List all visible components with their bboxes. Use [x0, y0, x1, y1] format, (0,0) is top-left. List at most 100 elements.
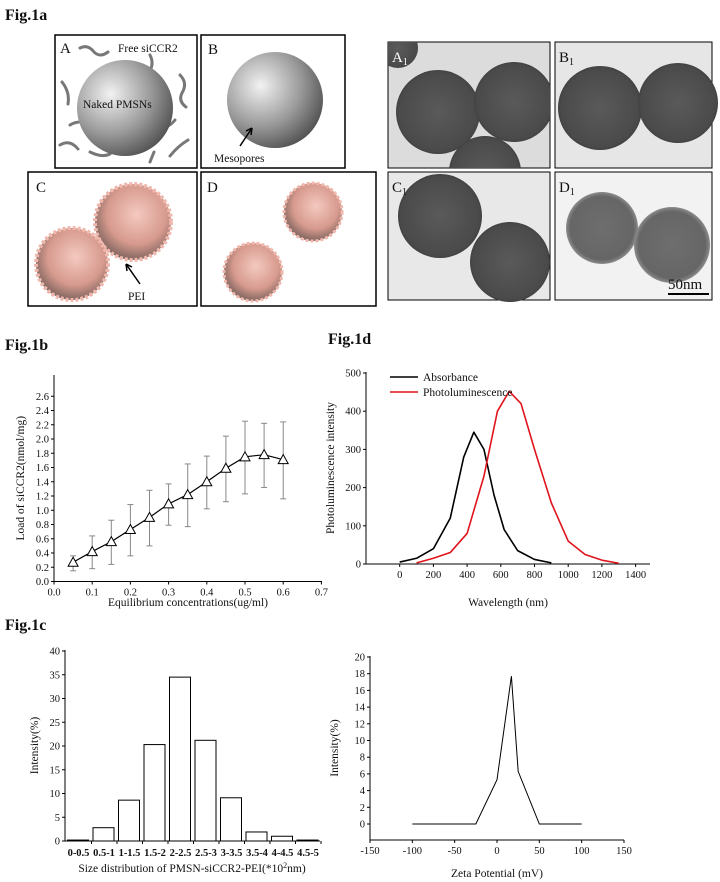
- data-point-triangle: [239, 450, 251, 462]
- fig1d-title: Fig.1d: [328, 331, 371, 348]
- fig1c-size-chart: 0 5 10 15 20 25 30 35 40 Intensity(%) 0-0.5 0.5-1 1-…: [29, 647, 322, 875]
- category-label: 1-1.5: [119, 848, 141, 859]
- x-tick-label: 1400: [625, 570, 646, 581]
- panel-label-b: B: [208, 42, 218, 58]
- y-tick-label: 0: [356, 560, 361, 571]
- y-tick-label: 40: [50, 647, 61, 658]
- histogram-bar: [296, 839, 319, 842]
- y-tick-label: 1.4: [36, 477, 50, 488]
- legend-label: Photoluminescence: [423, 387, 512, 399]
- fig1a-title: Fig.1a: [5, 7, 47, 24]
- category-label: 3.5-4: [246, 848, 269, 859]
- pei-coated-particle: [93, 182, 173, 262]
- histogram-bar: [67, 839, 89, 842]
- data-point-triangle: [181, 488, 194, 500]
- x-tick-label: -50: [448, 846, 462, 857]
- charts: 0.0 0.2 0.4 0.6 0.8 1.0 1.2 1.4 1.6 1.8 2.0 2.2 2.4 2…: [15, 369, 650, 881]
- y-tick-label: 25: [50, 718, 61, 729]
- y-tick-label: 4: [360, 786, 366, 797]
- tem-panel-a1: A1: [387, 41, 551, 169]
- data-point-triangle: [143, 511, 156, 522]
- legend-label: Absorbance: [423, 372, 478, 384]
- y-tick-label: 0.6: [36, 534, 49, 545]
- data-point-triangle: [220, 462, 232, 473]
- x-tick-label: 0.5: [238, 588, 251, 599]
- y-tick-label: 5: [55, 813, 60, 824]
- y-tick-label: 0.2: [36, 563, 49, 574]
- y-tick-label: 2.6: [36, 392, 49, 403]
- x-tick-label: 100: [574, 846, 590, 857]
- x-tick-label: 0.0: [47, 588, 60, 599]
- schematic-panel-c: C PEI: [27, 171, 198, 307]
- x-tick-label: 50: [534, 846, 545, 857]
- y-tick-label: 1.0: [36, 506, 49, 517]
- y-tick-label: 2.2: [36, 420, 49, 431]
- category-label: 2.5-3: [195, 848, 217, 859]
- pei-coated-particle: [222, 241, 284, 303]
- fig1b-chart: 0.0 0.2 0.4 0.6 0.8 1.0 1.2 1.4 1.6 1.8 2.0 2.2 2.4 2…: [15, 375, 328, 609]
- y-axis-label: Photoluminescence intensity: [325, 402, 337, 534]
- fig1c-title: Fig.1c: [5, 617, 46, 634]
- y-tick-label: 1.8: [36, 449, 49, 460]
- naked-pmsn-sphere: [77, 60, 173, 156]
- fig1d-chart: 0 100 200 300 400 500 0 200 400 600 800 1000 1200 140…: [325, 369, 650, 609]
- naked-pmsn-label: Naked PMSNs: [83, 99, 152, 111]
- tem-label-d1: D1: [559, 180, 575, 198]
- histogram-bar: [194, 739, 217, 842]
- data-point-triangle: [105, 535, 118, 547]
- fig1b-title: Fig.1b: [5, 337, 48, 354]
- data-point-triangle: [258, 448, 270, 460]
- x-tick-label: 200: [426, 570, 442, 581]
- tem-label-c1: C1: [392, 180, 407, 198]
- category-label: 4-4.5: [272, 848, 294, 859]
- x-axis-label: Wavelength (nm): [468, 597, 548, 609]
- x-tick-label: 600: [493, 570, 509, 581]
- category-label: 4.5-5: [297, 848, 319, 859]
- y-axis-label: Intensity(%): [329, 719, 341, 777]
- y-tick-label: 10: [355, 736, 366, 747]
- x-axis-label-sup: 2: [283, 861, 287, 870]
- schematic-panel-b: B Mesopores: [200, 34, 346, 169]
- y-tick-label: 0.0: [36, 577, 49, 588]
- y-tick-label: 0: [55, 837, 60, 848]
- x-axis-label-end: nm): [287, 863, 306, 875]
- tem-panel-c1: C1: [387, 171, 551, 302]
- category-label: 0-0.5: [68, 848, 90, 859]
- y-tick-label: 30: [50, 694, 61, 705]
- x-axis-label: Zeta Potential (mV): [451, 868, 543, 880]
- scale-bar-label: 50nm: [668, 277, 703, 293]
- histogram-bar: [118, 799, 140, 842]
- y-axis-label: Intensity(%): [29, 717, 41, 775]
- tem-panel-d1: D1 50nm: [554, 171, 713, 301]
- x-axis-label: Size distribution of PMSN-siCCR2-PEI(*10…: [78, 861, 305, 875]
- y-tick-label: 8: [360, 753, 365, 764]
- fig1c-zeta-chart: 0 2 4 6 8 10 12 14 16 18 20 -150 -100 -50 0 50 100 150 Int…: [329, 653, 632, 881]
- tem-panel-b1: B1: [554, 41, 718, 169]
- y-tick-label: 14: [355, 703, 366, 714]
- y-tick-label: 400: [345, 407, 361, 418]
- category-label: 3-3.5: [221, 848, 243, 859]
- y-tick-label: 12: [355, 719, 366, 730]
- y-tick-label: 500: [345, 369, 361, 380]
- y-tick-label: 10: [50, 789, 61, 800]
- tem-label-a1: A1: [392, 50, 408, 68]
- schematic-panel-d: D: [200, 171, 377, 307]
- arrow-icon: [125, 263, 141, 285]
- x-tick-label: 0.1: [86, 588, 99, 599]
- data-point-triangle: [67, 556, 79, 567]
- x-tick-label: 1000: [558, 570, 579, 581]
- schematic-panel-a: A Free siCCR2 Naked PMSNs: [54, 34, 198, 169]
- category-label: 2-2.5: [170, 848, 192, 859]
- histogram-bar: [220, 797, 242, 842]
- y-tick-label: 6: [360, 769, 365, 780]
- y-tick-label: 2.4: [36, 406, 50, 417]
- tem-label-b1: B1: [559, 50, 574, 68]
- x-tick-label: 150: [616, 846, 632, 857]
- x-axis-label-main: Size distribution of PMSN-siCCR2-PEI(*10: [78, 863, 283, 875]
- absorbance-line: [399, 431, 552, 564]
- y-tick-label: 1.2: [36, 492, 49, 503]
- arrow-icon: [239, 127, 253, 147]
- sirna-strand-icons: [58, 45, 190, 164]
- histogram-bar: [92, 827, 115, 842]
